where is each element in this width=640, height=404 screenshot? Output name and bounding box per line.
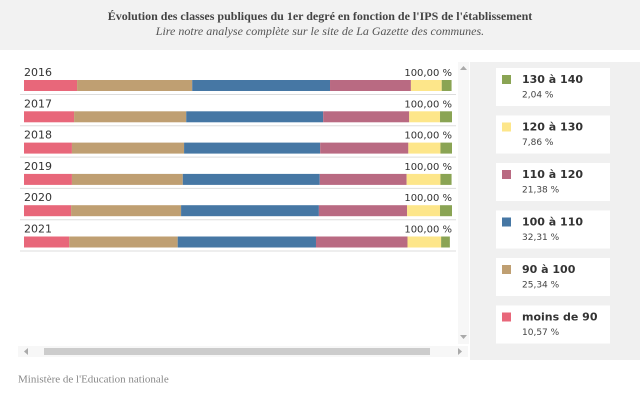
total-label: 100,00 % [404, 99, 452, 110]
bar-segment [24, 205, 72, 217]
bar-segment [77, 80, 193, 91]
legend-swatch [502, 217, 511, 227]
legend-label: 130 à 140 [522, 73, 583, 86]
legend-swatch [502, 265, 511, 274]
year-label: 2019 [24, 160, 52, 173]
legend-swatch [502, 75, 511, 84]
bar-segment [441, 236, 450, 248]
bar-segment [182, 173, 320, 185]
bar-segment [184, 142, 321, 154]
year-label: 2017 [24, 97, 52, 110]
legend-item [496, 163, 610, 201]
bar-segment [181, 205, 319, 217]
total-label: 100,00 % [404, 225, 452, 236]
year-label: 2021 [24, 223, 52, 236]
bar-segment [409, 111, 441, 123]
legend-value: 7,86 % [522, 138, 554, 148]
legend-item [496, 258, 610, 296]
legend-label: 90 à 100 [522, 263, 576, 276]
bar-segment [410, 80, 442, 91]
bar-segment [71, 173, 183, 185]
bar-segment [24, 173, 72, 185]
bar-segment [330, 80, 411, 91]
vertical-scrollbar[interactable] [458, 62, 469, 344]
legend-label: moins de 90 [522, 311, 598, 324]
legend-label: 120 à 130 [522, 121, 583, 134]
legend-value: 2,04 % [522, 91, 554, 101]
scroll-left[interactable] [24, 348, 28, 355]
bar-segment [440, 111, 452, 123]
legend-swatch [502, 122, 511, 132]
legend-label: 100 à 110 [522, 216, 583, 229]
total-label: 100,00 % [404, 68, 452, 79]
bar-segment [407, 236, 442, 248]
bar-segment [24, 142, 72, 154]
bar-segment [24, 236, 70, 248]
bar-segment [440, 205, 452, 217]
bar-segment [441, 80, 452, 91]
scroll-thumb[interactable] [44, 348, 430, 355]
bar-segment [192, 80, 331, 91]
legend-value: 21,38 % [522, 186, 560, 196]
year-label: 2020 [24, 191, 52, 204]
legend-item [496, 305, 610, 344]
legend-label: 110 à 120 [522, 168, 583, 181]
bar-segment [71, 205, 182, 217]
scroll-down[interactable] [460, 335, 467, 339]
bar-segment [408, 142, 441, 154]
chart-title: Évolution des classes publiques du 1er d… [108, 9, 532, 23]
bar-segment [74, 111, 187, 123]
scroll-right[interactable] [458, 348, 462, 355]
bar-segment [320, 142, 409, 154]
bar-segment [315, 236, 408, 248]
bar-segment [69, 236, 178, 248]
bar-segment [323, 111, 410, 123]
total-label: 100,00 % [404, 193, 452, 204]
bar-segment [24, 111, 75, 123]
source: Ministère de l'Education nationale [18, 374, 169, 386]
legend-swatch [502, 170, 511, 179]
chart-subtitle: Lire notre analyse complète sur le site … [155, 24, 484, 38]
bar-segment [319, 173, 407, 185]
year-label: 2016 [24, 66, 52, 79]
legend-item [496, 115, 610, 154]
bar-segment [177, 236, 316, 248]
total-label: 100,00 % [404, 131, 452, 142]
bar-segment [440, 173, 452, 185]
year-label: 2018 [24, 129, 52, 142]
bar-segment [186, 111, 324, 123]
bar-segment [71, 142, 185, 154]
bar-segment [440, 142, 452, 154]
bar-segment [406, 173, 441, 185]
bar-segment [24, 80, 78, 91]
header-band [0, 0, 640, 50]
bar-segment [318, 205, 408, 217]
scroll-up[interactable] [460, 66, 467, 70]
total-label: 100,00 % [404, 162, 452, 173]
legend-item [496, 210, 610, 249]
legend-value: 32,31 % [522, 233, 560, 243]
legend-item [496, 68, 610, 106]
legend-swatch [502, 312, 511, 322]
legend-value: 10,57 % [522, 328, 560, 338]
legend-value: 25,34 % [522, 281, 560, 291]
bar-segment [407, 205, 441, 217]
